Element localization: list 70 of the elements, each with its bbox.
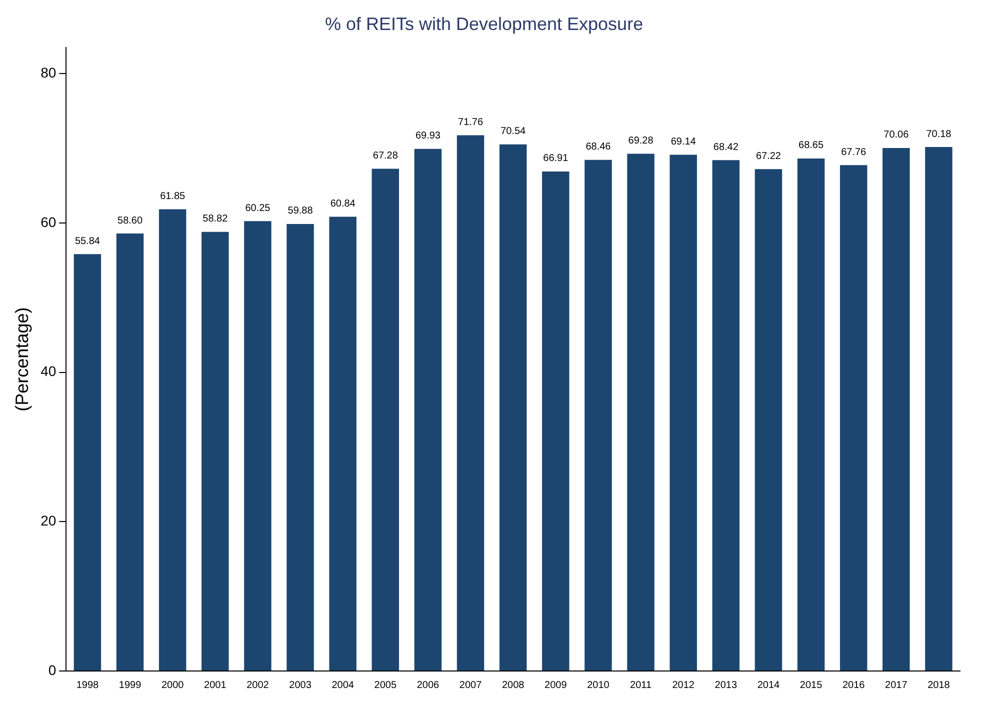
y-axis-title: (Percentage) [12, 307, 32, 412]
bar [499, 144, 527, 670]
x-tick-label: 2001 [204, 680, 227, 691]
y-tick-label: 0 [48, 662, 56, 678]
bar [797, 158, 825, 670]
data-label: 70.54 [500, 126, 526, 138]
x-tick-label: 2008 [502, 680, 525, 691]
data-label: 61.85 [160, 190, 186, 202]
data-label: 68.46 [586, 142, 612, 153]
bar [116, 234, 144, 670]
y-tick-label: 40 [40, 363, 56, 380]
bar [754, 169, 782, 670]
x-tick-label: 2002 [246, 680, 270, 691]
x-tick-label: 2013 [714, 680, 738, 691]
x-tick-label: 2017 [885, 680, 908, 691]
x-tick-label: 2018 [928, 680, 950, 691]
x-tick-label: 2015 [800, 680, 823, 691]
data-label: 66.91 [543, 153, 569, 164]
x-tick-label: 2007 [459, 680, 482, 691]
data-label: 69.93 [415, 130, 441, 142]
bar [456, 135, 484, 670]
data-label: 68.42 [713, 142, 739, 153]
bar [627, 154, 654, 670]
x-tick-label: 2000 [161, 680, 184, 691]
y-tick-label: 60 [40, 214, 56, 230]
x-tick-label: 1998 [76, 680, 100, 691]
bar [202, 232, 229, 670]
x-tick-label: 2016 [842, 680, 866, 691]
x-tick-label: 2004 [332, 680, 354, 691]
bar [286, 224, 314, 670]
x-tick-label: 2012 [672, 680, 695, 691]
bar [925, 147, 952, 670]
data-label: 71.76 [458, 117, 484, 128]
x-tick-label: 2006 [416, 680, 440, 691]
bar [158, 209, 186, 670]
chart-title: % of REITs with Development Exposure [324, 14, 644, 34]
bar [840, 165, 868, 670]
data-label: 67.22 [756, 150, 782, 162]
bar [670, 154, 697, 670]
bar [372, 168, 400, 670]
bar [414, 148, 442, 670]
x-tick-label: 2005 [374, 680, 397, 691]
x-tick-label: 2010 [587, 680, 610, 691]
data-label: 69.28 [628, 136, 654, 147]
x-tick-label: 2009 [544, 680, 568, 691]
data-label: 59.88 [288, 206, 314, 217]
data-label: 55.84 [74, 236, 100, 247]
data-label: 58.60 [118, 215, 143, 226]
bar [542, 171, 570, 670]
data-label: 60.25 [245, 202, 271, 214]
bar [584, 160, 612, 670]
bar [244, 221, 272, 670]
bar [712, 160, 740, 670]
data-label: 67.76 [841, 146, 867, 158]
data-label: 58.82 [202, 214, 228, 225]
data-label: 60.84 [330, 198, 356, 210]
x-tick-label: 2014 [757, 680, 780, 691]
x-tick-label: 1999 [118, 680, 142, 691]
data-label: 70.06 [884, 130, 910, 141]
x-tick-label: 2003 [289, 680, 312, 691]
bar [882, 148, 910, 670]
data-label: 70.18 [926, 128, 952, 140]
y-tick-label: 80 [40, 64, 56, 81]
bar [74, 254, 102, 670]
data-label: 69.14 [670, 136, 696, 148]
data-label: 68.65 [798, 140, 824, 152]
x-tick-label: 2011 [630, 680, 652, 691]
y-tick-label: 20 [40, 512, 56, 529]
data-label: 67.28 [372, 150, 398, 162]
bar [329, 216, 356, 670]
